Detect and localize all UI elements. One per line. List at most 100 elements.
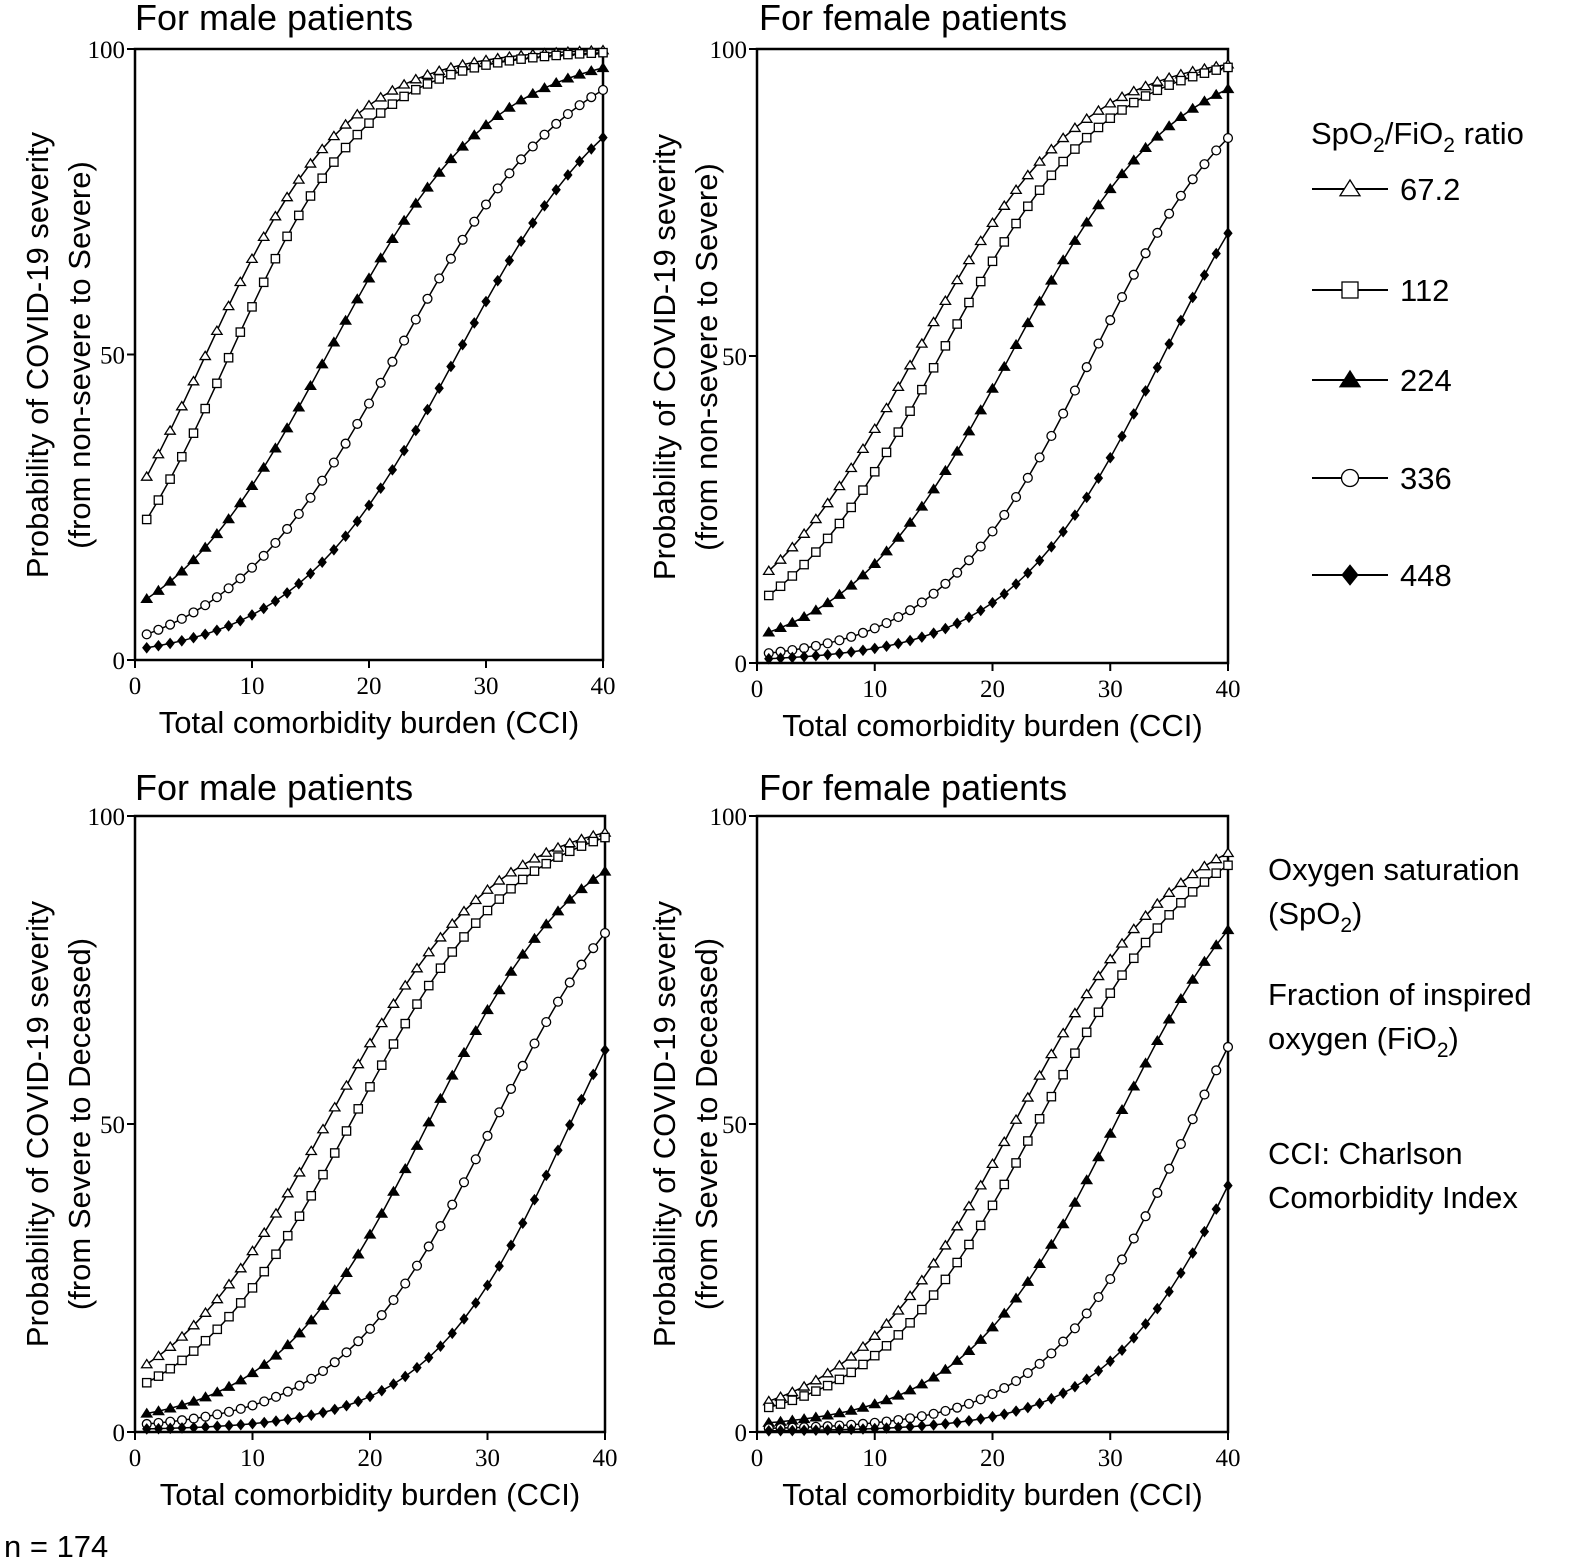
- data-point: [270, 253, 281, 264]
- data-point: [247, 1283, 258, 1293]
- data-point: [469, 894, 483, 905]
- data-point: [1105, 451, 1115, 464]
- x-tick-label: 10: [862, 676, 887, 703]
- data-point: [1140, 385, 1151, 397]
- data-point: [1044, 143, 1058, 154]
- data-point: [1221, 924, 1235, 935]
- data-point: [233, 497, 247, 508]
- data-point: [198, 541, 212, 552]
- data-point: [210, 324, 224, 336]
- data-point: [950, 445, 964, 456]
- data-point: [224, 1311, 234, 1322]
- data-point: [315, 143, 329, 154]
- data-point: [188, 631, 199, 644]
- data-point: [881, 447, 892, 458]
- data-point: [388, 1294, 399, 1306]
- data-point: [457, 338, 468, 351]
- series-67.2: [762, 58, 1235, 576]
- data-point: [516, 54, 526, 64]
- data-point: [177, 1422, 187, 1434]
- data-point: [962, 254, 976, 265]
- data-point: [1129, 1332, 1139, 1344]
- legend-marker-circle-open: [1340, 468, 1360, 488]
- data-point: [940, 622, 951, 635]
- data-point: [822, 638, 833, 649]
- data-point: [329, 1148, 340, 1158]
- data-point: [881, 617, 892, 629]
- data-point: [1046, 1091, 1057, 1102]
- data-point: [1139, 141, 1152, 152]
- data-point: [434, 74, 445, 84]
- data-point: [1198, 955, 1211, 966]
- data-point: [141, 629, 152, 640]
- data-point: [1033, 1257, 1046, 1269]
- data-point: [927, 483, 941, 494]
- data-point: [928, 1408, 939, 1419]
- data-point: [387, 997, 400, 1008]
- data-point: [1198, 95, 1211, 106]
- legend-item-112: 112: [1312, 273, 1449, 308]
- data-point: [188, 1346, 199, 1356]
- data-point: [833, 1407, 846, 1418]
- data-point: [1223, 1179, 1233, 1192]
- data-point: [905, 634, 915, 647]
- data-point: [986, 1157, 999, 1169]
- data-point: [1058, 1387, 1068, 1399]
- data-point: [353, 1336, 364, 1347]
- data-point: [386, 84, 399, 95]
- data-point: [551, 118, 562, 129]
- data-point: [210, 1386, 224, 1397]
- data-point: [1115, 168, 1129, 179]
- data-point: [950, 274, 964, 285]
- data-point: [469, 1024, 483, 1036]
- data-point: [1044, 1238, 1058, 1249]
- data-point: [997, 1136, 1011, 1147]
- data-point: [377, 1384, 387, 1397]
- data-point: [846, 646, 856, 658]
- data-point: [1152, 85, 1163, 96]
- data-point: [152, 584, 165, 595]
- data-point: [504, 965, 518, 976]
- legend-label: 448: [1400, 558, 1452, 593]
- data-point: [598, 865, 612, 876]
- legend-item-336: 336: [1312, 461, 1452, 496]
- data-point: [235, 573, 246, 584]
- data-point: [187, 554, 200, 565]
- data-point: [964, 1415, 974, 1427]
- data-point: [447, 947, 458, 957]
- data-point: [999, 1179, 1010, 1190]
- data-point: [257, 1226, 271, 1237]
- data-point: [247, 1400, 258, 1411]
- data-point: [258, 550, 269, 561]
- data-point: [1010, 1375, 1022, 1387]
- x-tick-label: 20: [357, 673, 382, 700]
- data-point: [584, 65, 598, 76]
- data-point: [940, 1417, 951, 1430]
- data-point: [304, 157, 317, 168]
- data-point: [1046, 541, 1057, 553]
- data-point: [492, 57, 503, 68]
- data-point: [375, 377, 386, 388]
- data-point: [387, 99, 398, 109]
- data-point: [142, 1423, 152, 1435]
- data-point: [153, 1422, 164, 1435]
- data-point: [410, 84, 421, 95]
- data-point: [564, 977, 575, 988]
- series-line: [768, 1046, 1229, 1430]
- data-point: [482, 1130, 493, 1141]
- data-point: [974, 1333, 988, 1344]
- data-point: [235, 1298, 246, 1308]
- sample-size: n = 174: [4, 1529, 108, 1564]
- data-point: [351, 1058, 365, 1069]
- note-fio2-line1: Fraction of inspired: [1268, 977, 1532, 1012]
- data-point: [222, 300, 235, 311]
- data-point: [445, 1069, 459, 1080]
- data-point: [481, 60, 491, 70]
- data-point: [469, 317, 479, 329]
- x-axis-label: Total comorbidity burden (CCI): [159, 705, 579, 740]
- data-point: [1128, 1233, 1139, 1244]
- data-point: [234, 1374, 248, 1385]
- data-point: [527, 52, 538, 63]
- data-point: [235, 614, 245, 627]
